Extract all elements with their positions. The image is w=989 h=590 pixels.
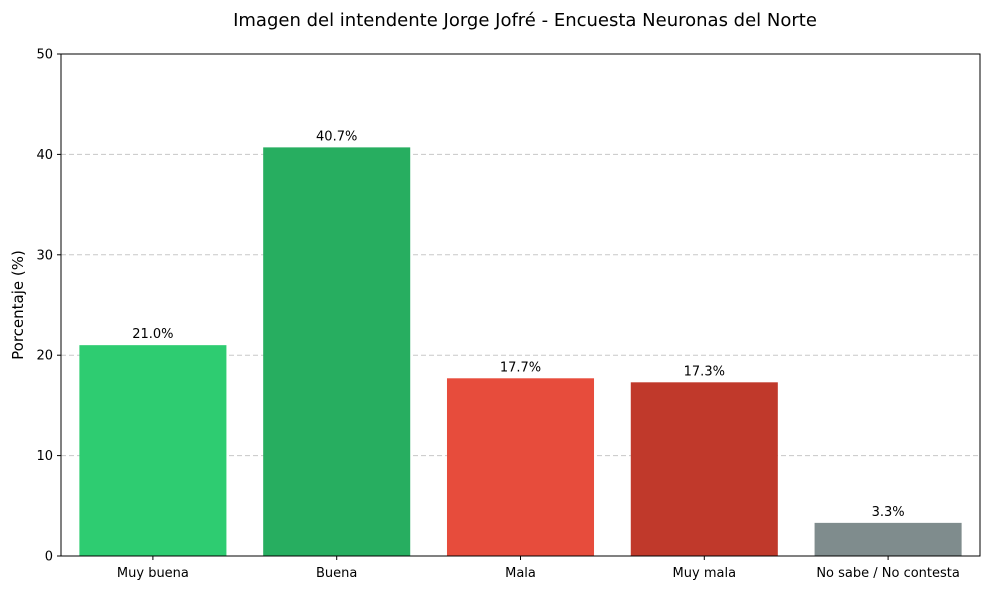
bar: [263, 147, 411, 556]
y-axis-ticks: 0 10 20 30 40 50: [36, 48, 61, 565]
x-tick-label: Buena: [316, 566, 357, 581]
y-tick-label: 10: [36, 449, 53, 464]
x-tick-label: Mala: [505, 566, 536, 581]
data-labels-group: 21.0% 40.7% 17.7% 17.3% 3.3%: [132, 129, 904, 519]
data-label: 3.3%: [872, 505, 905, 520]
y-tick-label: 30: [36, 248, 53, 263]
y-tick-label: 40: [36, 148, 53, 163]
x-tick-label: Muy buena: [117, 566, 189, 581]
data-label: 17.3%: [684, 364, 725, 379]
data-label: 21.0%: [132, 327, 173, 342]
x-tick-label: No sabe / No contesta: [816, 566, 960, 581]
x-tick-label: Muy mala: [673, 566, 737, 581]
data-label: 17.7%: [500, 360, 541, 375]
y-tick-label: 20: [36, 349, 53, 364]
bars-group: [79, 147, 962, 556]
bar: [79, 345, 227, 556]
y-tick-label: 50: [36, 48, 53, 63]
data-label: 40.7%: [316, 129, 357, 144]
bar: [814, 522, 962, 556]
bar: [446, 378, 595, 556]
chart-title: Imagen del intendente Jorge Jofré - Encu…: [233, 10, 817, 31]
x-axis-ticks: Muy buena Buena Mala Muy mala No sabe / No c…: [117, 556, 960, 581]
bar: [630, 382, 778, 556]
y-tick-label: 0: [45, 550, 53, 565]
y-axis-label: Porcentaje (%): [9, 250, 27, 360]
